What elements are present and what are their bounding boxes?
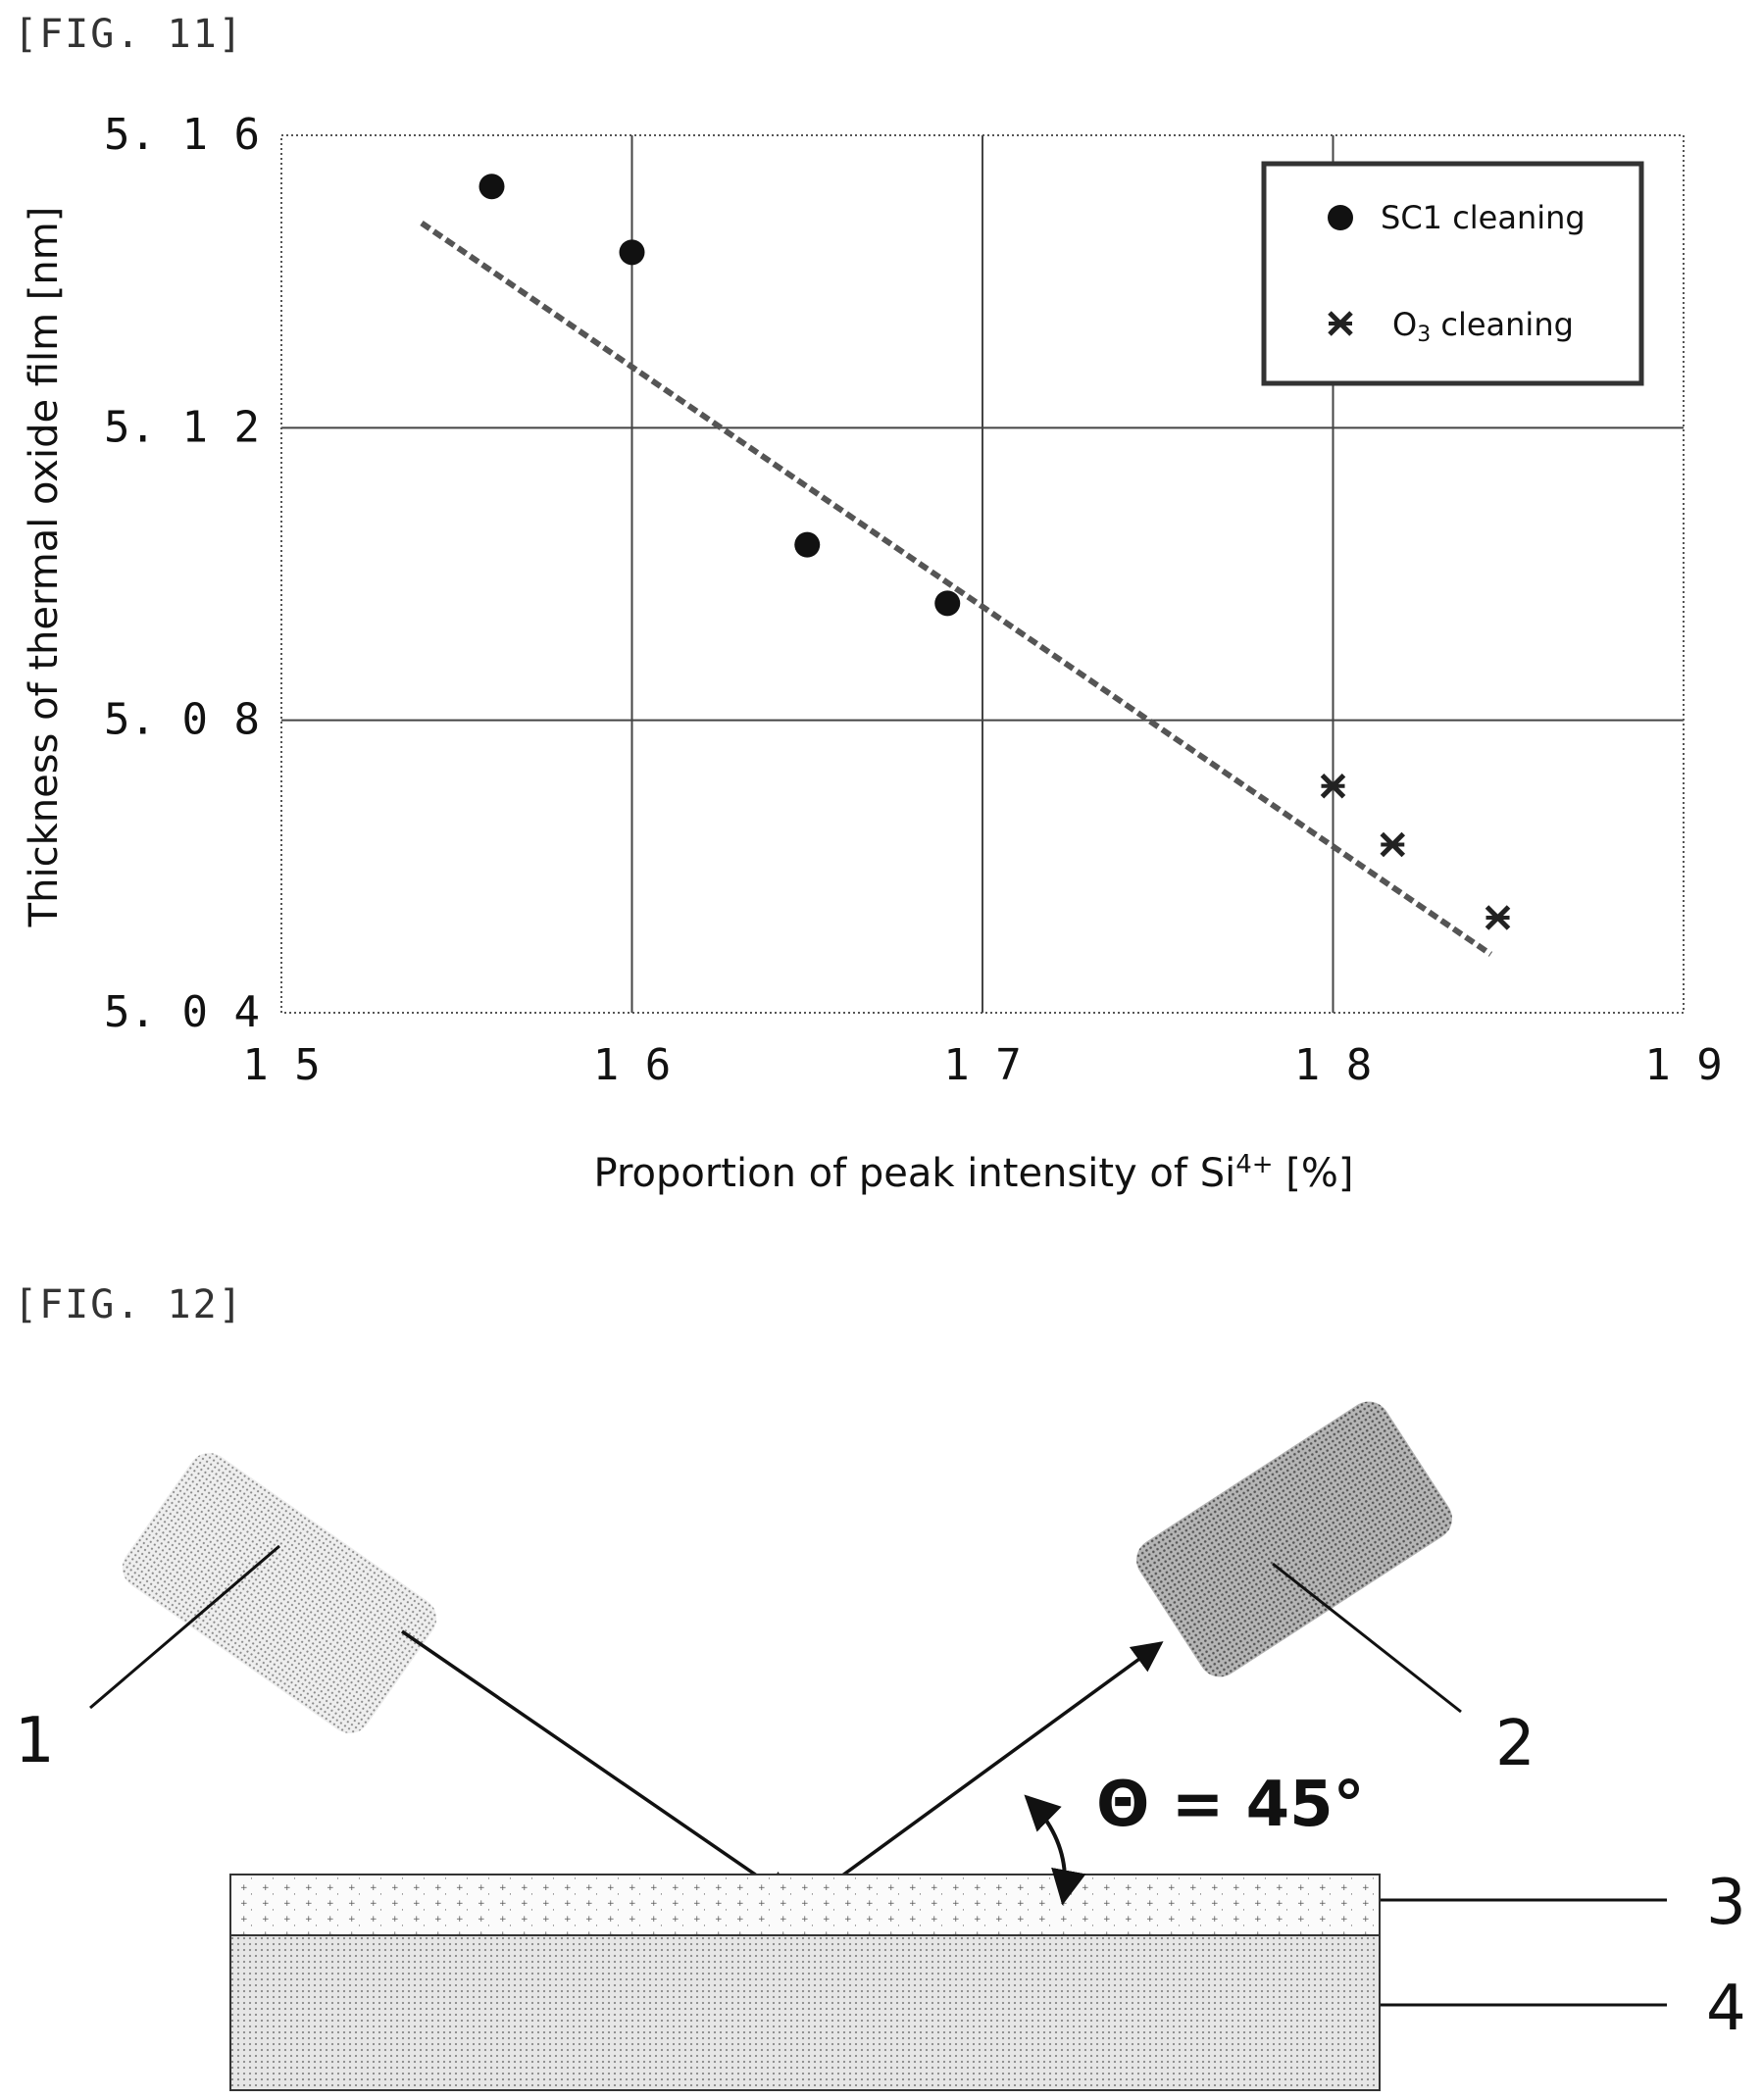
legend-sc1-label: SC1 cleaning — [1381, 199, 1586, 236]
emitted-beam — [800, 1641, 1164, 1907]
sc1-point — [794, 531, 821, 558]
x-tick-label: 1 7 — [943, 1040, 1021, 1090]
y-tick-label: 5. 1 6 — [104, 110, 260, 160]
legend-o3-subscript: 3 — [1417, 323, 1431, 347]
x-tick-label: 1 6 — [593, 1040, 671, 1090]
figure-11-label: [FIG. 11] — [14, 12, 244, 57]
y-tick-label: 5. 0 4 — [104, 987, 260, 1037]
legend-frame — [1261, 161, 1644, 386]
o3-point — [1320, 774, 1346, 799]
chart-grid — [281, 135, 1684, 1013]
x-tick-label: 1 9 — [1644, 1040, 1722, 1090]
y-axis-title: Thickness of thermal oxide film [nm] — [22, 207, 67, 928]
substrate-layer — [229, 1934, 1381, 2091]
x-ray-source — [122, 1453, 437, 1733]
x-tick-label: 1 8 — [1294, 1040, 1372, 1090]
trend-line-group — [420, 221, 1493, 957]
figure-12-label: [FIG. 12] — [14, 1282, 244, 1327]
oxide-film-layer — [229, 1874, 1381, 1936]
sc1-point — [934, 590, 961, 617]
plot-frame — [280, 134, 1685, 1014]
tick-labels: 1 5 1 6 1 7 1 8 1 9 5. 0 4 5. 0 8 5. 1 2 5. 1 6 — [104, 110, 1723, 1090]
legend-o3-label: O3 cleaning — [1392, 306, 1574, 347]
label-2: 2 — [1495, 1708, 1535, 1780]
o3-point — [1380, 831, 1406, 858]
trend-line — [420, 221, 1493, 957]
o3-point — [1485, 905, 1511, 930]
angle-arc — [1024, 1794, 1086, 1906]
x-axis-title-unit: [%] — [1285, 1151, 1353, 1196]
legend-o3-rest: cleaning — [1431, 306, 1574, 343]
sc1-point — [619, 239, 645, 266]
legend: SC1 cleaning O3 cleaning — [1261, 161, 1644, 386]
legend-o3-marker — [1328, 311, 1353, 336]
incident-beam — [401, 1629, 795, 1902]
y-tick-label: 5. 1 2 — [104, 402, 260, 452]
leader-line-2 — [1272, 1562, 1462, 1714]
x-axis-title-main: Proportion of peak intensity of Si — [594, 1151, 1236, 1196]
leader-line-1 — [89, 1544, 280, 1710]
x-axis-title: Proportion of peak intensity of Si4+ [%] — [594, 1150, 1354, 1196]
y-tick-label: 5. 0 8 — [104, 695, 260, 745]
legend-sc1-marker — [1328, 205, 1353, 230]
x-tick-label: 1 5 — [242, 1040, 320, 1090]
x-axis-title-superscript: 4+ — [1235, 1150, 1273, 1179]
angle-label: Θ = 45° — [1096, 1769, 1365, 1841]
label-3: 3 — [1706, 1867, 1746, 1939]
sc1-point — [478, 174, 505, 200]
label-1: 1 — [15, 1705, 55, 1777]
label-4: 4 — [1706, 1973, 1746, 2045]
data-points — [478, 174, 1511, 930]
legend-o3-main: O — [1392, 306, 1417, 343]
detector — [1136, 1401, 1452, 1677]
